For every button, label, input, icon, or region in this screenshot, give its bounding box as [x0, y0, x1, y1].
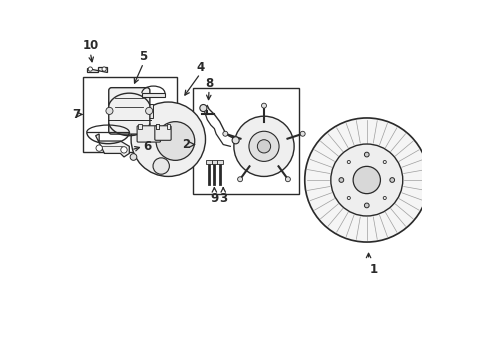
Text: 1: 1 — [369, 263, 377, 276]
Circle shape — [102, 67, 106, 71]
Circle shape — [257, 140, 270, 153]
Circle shape — [200, 104, 206, 112]
Circle shape — [261, 103, 266, 108]
Bar — [156, 124, 159, 129]
Circle shape — [106, 107, 113, 114]
Circle shape — [237, 177, 242, 182]
Circle shape — [304, 118, 428, 242]
Circle shape — [389, 177, 394, 183]
Circle shape — [364, 152, 368, 157]
Text: 2: 2 — [182, 138, 190, 151]
Bar — [193, 88, 299, 194]
FancyBboxPatch shape — [137, 126, 160, 142]
Bar — [138, 124, 142, 129]
Bar — [109, 104, 117, 118]
Text: 5: 5 — [139, 50, 147, 63]
Circle shape — [232, 137, 239, 144]
Circle shape — [96, 145, 102, 151]
Polygon shape — [142, 93, 164, 97]
Bar — [156, 124, 159, 129]
Bar — [211, 160, 217, 164]
Text: 8: 8 — [204, 77, 213, 90]
Circle shape — [364, 203, 368, 208]
Text: 10: 10 — [82, 39, 98, 53]
FancyBboxPatch shape — [108, 88, 149, 134]
Text: 9: 9 — [210, 192, 218, 206]
Circle shape — [145, 107, 152, 114]
Text: 7: 7 — [73, 108, 81, 121]
Circle shape — [233, 116, 293, 176]
Text: 4: 4 — [196, 61, 204, 74]
Circle shape — [121, 147, 127, 153]
Circle shape — [300, 131, 305, 136]
Circle shape — [131, 102, 205, 176]
Bar — [166, 124, 170, 129]
Polygon shape — [96, 134, 129, 157]
Circle shape — [88, 67, 92, 71]
Bar — [206, 160, 211, 164]
Bar — [216, 160, 222, 164]
Circle shape — [130, 118, 137, 125]
FancyBboxPatch shape — [155, 126, 171, 140]
Circle shape — [130, 154, 137, 160]
Circle shape — [338, 177, 343, 183]
Circle shape — [153, 158, 169, 174]
Circle shape — [285, 177, 290, 182]
Text: 3: 3 — [219, 192, 227, 206]
Circle shape — [156, 122, 194, 160]
Polygon shape — [87, 67, 107, 72]
Circle shape — [352, 166, 380, 194]
Text: 6: 6 — [143, 140, 151, 153]
Bar — [83, 77, 177, 152]
Circle shape — [223, 131, 227, 136]
Circle shape — [330, 144, 402, 216]
Circle shape — [248, 131, 279, 161]
Bar — [145, 104, 153, 118]
